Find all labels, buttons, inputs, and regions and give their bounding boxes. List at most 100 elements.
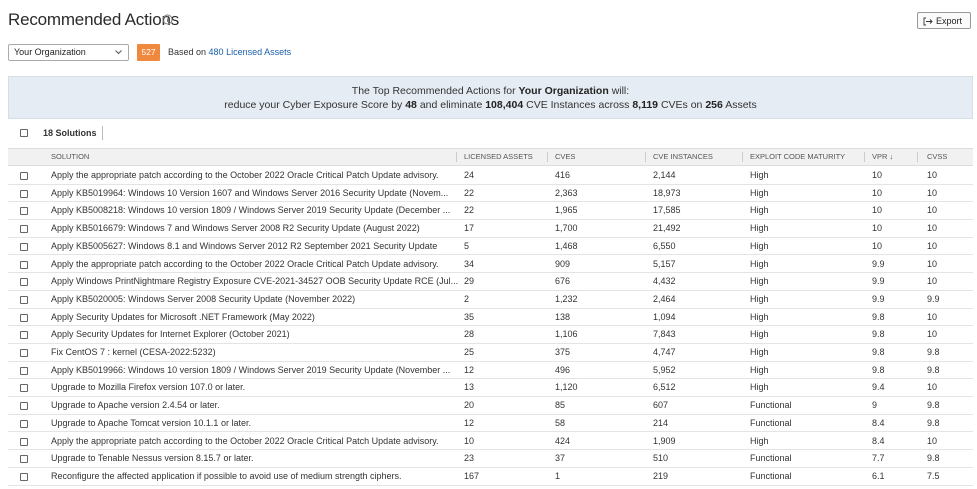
column-header[interactable]: EXPLOIT CODE MATURITY xyxy=(750,152,846,161)
table-cell: 23 xyxy=(464,453,475,464)
table-cell: 1,106 xyxy=(555,329,578,340)
table-row: Apply KB5019966: Windows 10 version 1809… xyxy=(8,362,973,380)
table-cell: 4,747 xyxy=(653,347,676,357)
banner-strong: Your Organization xyxy=(518,85,609,97)
column-separator xyxy=(456,152,457,162)
table-cell: 9.4 xyxy=(872,382,885,393)
table-row: Apply the appropriate patch according to… xyxy=(8,433,973,451)
row-checkbox[interactable] xyxy=(20,366,28,375)
column-header[interactable]: CVSS xyxy=(927,152,948,161)
table-cell: 8.4 xyxy=(872,435,885,446)
table-cell: 9.9 xyxy=(927,293,940,304)
table-cell: 9.8 xyxy=(927,453,940,464)
row-checkbox[interactable] xyxy=(20,455,28,464)
banner-text: CVE Instances across xyxy=(526,99,630,111)
table-row: Apply the appropriate patch according to… xyxy=(8,167,973,185)
table-cell: 10 xyxy=(927,276,938,287)
table-cell: 1,094 xyxy=(653,311,676,322)
table-cell: 1,232 xyxy=(555,293,578,304)
table-row: Upgrade to Apache Tomcat version 10.1.1 … xyxy=(8,415,973,433)
table-cell: High xyxy=(750,329,769,340)
row-checkbox[interactable] xyxy=(20,402,28,411)
banner-text: and eliminate xyxy=(419,99,483,111)
table-toolbar: 18 Solutions xyxy=(8,122,973,144)
table-row: Fix CentOS 7 : kernel (CESA-2022:5232) 25… xyxy=(8,344,973,362)
table-cell: 25 xyxy=(464,347,475,357)
row-checkbox[interactable] xyxy=(20,278,28,287)
table-cell: 17,585 xyxy=(653,205,681,216)
table-cell: High xyxy=(750,205,769,216)
row-checkbox[interactable] xyxy=(20,331,28,340)
table-row: Apply KB5005627: Windows 8.1 and Windows… xyxy=(8,238,973,256)
banner-strong: 8,119 xyxy=(632,99,659,111)
info-icon[interactable] xyxy=(162,14,173,25)
row-checkbox[interactable] xyxy=(20,419,28,428)
solution-cell: Apply KB5008218: Windows 10 version 1809… xyxy=(51,205,451,216)
table-cell: 7.7 xyxy=(872,453,885,464)
column-header[interactable]: VPR ↓ xyxy=(872,152,894,161)
row-checkbox[interactable] xyxy=(20,172,28,180)
table-cell: 1,468 xyxy=(555,240,578,251)
row-checkbox[interactable] xyxy=(20,295,28,304)
row-checkbox[interactable] xyxy=(20,189,28,198)
select-all-checkbox[interactable] xyxy=(20,129,28,137)
table-cell: 85 xyxy=(555,400,566,411)
row-checkbox[interactable] xyxy=(20,472,28,481)
scope-dropdown[interactable]: Your Organization xyxy=(8,44,129,61)
table-row: Apply KB5016679: Windows 7 and Windows S… xyxy=(8,220,973,238)
table-row: Apply KB5008218: Windows 10 version 1809… xyxy=(8,202,973,221)
table-cell: 510 xyxy=(653,453,669,464)
table-cell: High xyxy=(750,276,769,287)
table-cell: 1,965 xyxy=(555,205,578,216)
solution-cell: Apply KB5005627: Windows 8.1 and Windows… xyxy=(51,240,438,251)
table-cell: 5 xyxy=(464,240,470,251)
table-cell: 10 xyxy=(927,187,938,198)
column-header[interactable]: CVE INSTANCES xyxy=(653,152,713,161)
solution-cell: Apply the appropriate patch according to… xyxy=(51,258,439,269)
table-cell: 9.8 xyxy=(927,417,940,428)
table-cell: 9.8 xyxy=(872,347,885,357)
solution-cell: Apply KB5020005: Windows Server 2008 Sec… xyxy=(51,293,356,304)
table-cell: 22 xyxy=(464,205,475,216)
table-cell: 10 xyxy=(872,240,883,251)
table-row: Upgrade to Apache version 2.4.54 or late… xyxy=(8,397,973,415)
table-cell: 10 xyxy=(927,329,938,340)
row-checkbox[interactable] xyxy=(20,384,28,393)
column-header[interactable]: SOLUTION xyxy=(51,152,90,161)
banner-strong: 108,404 xyxy=(485,99,524,111)
table-cell: 21,492 xyxy=(653,223,681,234)
banner-strong: 48 xyxy=(405,99,417,111)
table-cell: 37 xyxy=(555,453,566,464)
banner-line: reduce your Cyber Exposure Score by 48 a… xyxy=(9,98,972,112)
table-cell: High xyxy=(750,187,769,198)
solution-cell: Upgrade to Mozilla Firefox version 107.0… xyxy=(51,382,246,393)
table-cell: 28 xyxy=(464,329,475,340)
table-cell: 9.8 xyxy=(872,329,885,340)
row-checkbox[interactable] xyxy=(20,207,28,216)
row-checkbox[interactable] xyxy=(20,242,28,251)
column-header[interactable]: CVES xyxy=(555,152,576,161)
row-checkbox[interactable] xyxy=(20,260,28,269)
row-checkbox[interactable] xyxy=(20,225,28,234)
table-cell: 138 xyxy=(555,311,571,322)
row-checkbox[interactable] xyxy=(20,437,28,446)
table-row: Apply KB5019964: Windows 10 Version 1607… xyxy=(8,185,973,203)
table-cell: Functional xyxy=(750,470,792,481)
table-cell: High xyxy=(750,311,769,322)
assets-link[interactable]: 480 Licensed Assets xyxy=(208,47,292,57)
row-checkbox[interactable] xyxy=(20,313,28,322)
export-button[interactable]: Export xyxy=(917,12,971,29)
table-cell: 24 xyxy=(464,170,475,180)
table-cell: 18,973 xyxy=(653,187,681,198)
table-cell: 17 xyxy=(464,223,475,234)
scope-value: Your Organization xyxy=(14,47,86,57)
row-checkbox[interactable] xyxy=(20,349,28,357)
banner-line: The Top Recommended Actions for Your Org… xyxy=(9,84,972,98)
separator xyxy=(102,126,103,140)
solution-cell: Apply Windows PrintNightmare Registry Ex… xyxy=(51,276,459,287)
solution-cell: Upgrade to Apache Tomcat version 10.1.1 … xyxy=(51,417,251,428)
column-header[interactable]: LICENSED ASSETS xyxy=(464,152,533,161)
solution-cell: Apply the appropriate patch according to… xyxy=(51,170,439,180)
table-row: Apply the appropriate patch according to… xyxy=(8,256,973,274)
table-cell: 35 xyxy=(464,311,475,322)
